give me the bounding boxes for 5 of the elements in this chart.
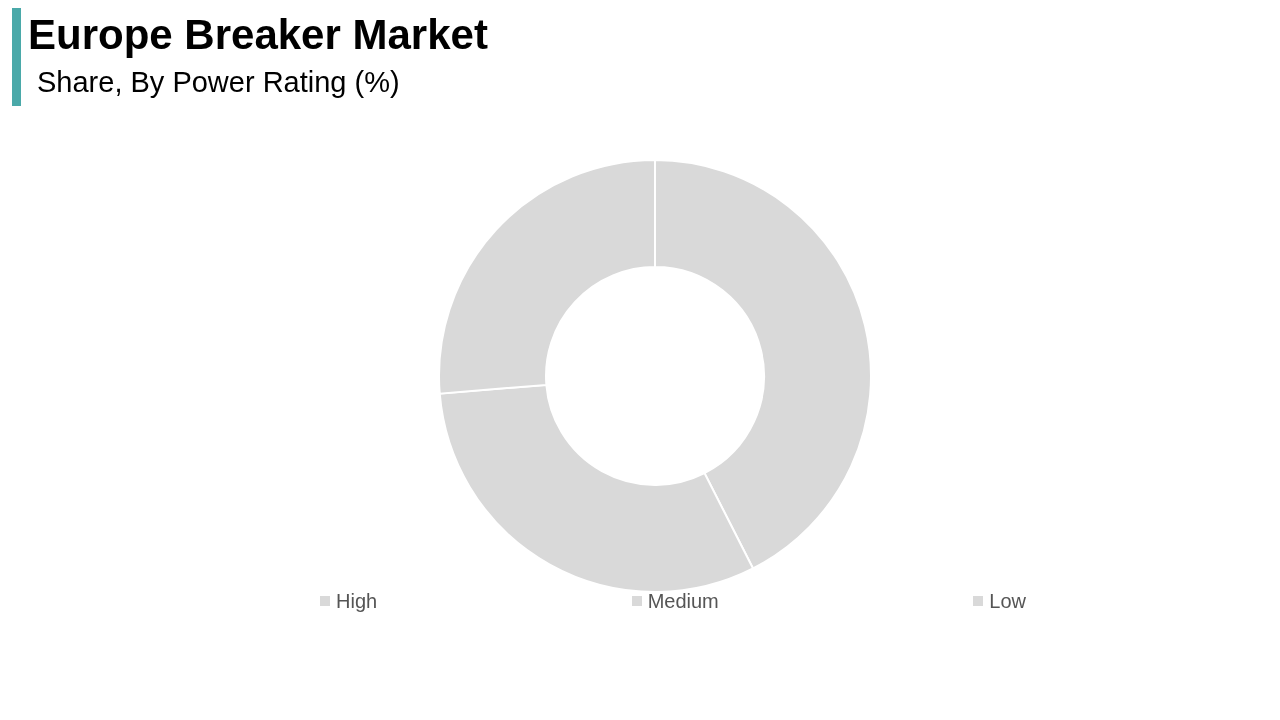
chart-title: Europe Breaker Market — [28, 10, 488, 60]
legend-label: Medium — [647, 589, 719, 614]
legend-label: High — [336, 589, 378, 614]
chart-subtitle: Share, By Power Rating (%) — [37, 65, 400, 100]
legend-label: Low — [989, 589, 1026, 614]
